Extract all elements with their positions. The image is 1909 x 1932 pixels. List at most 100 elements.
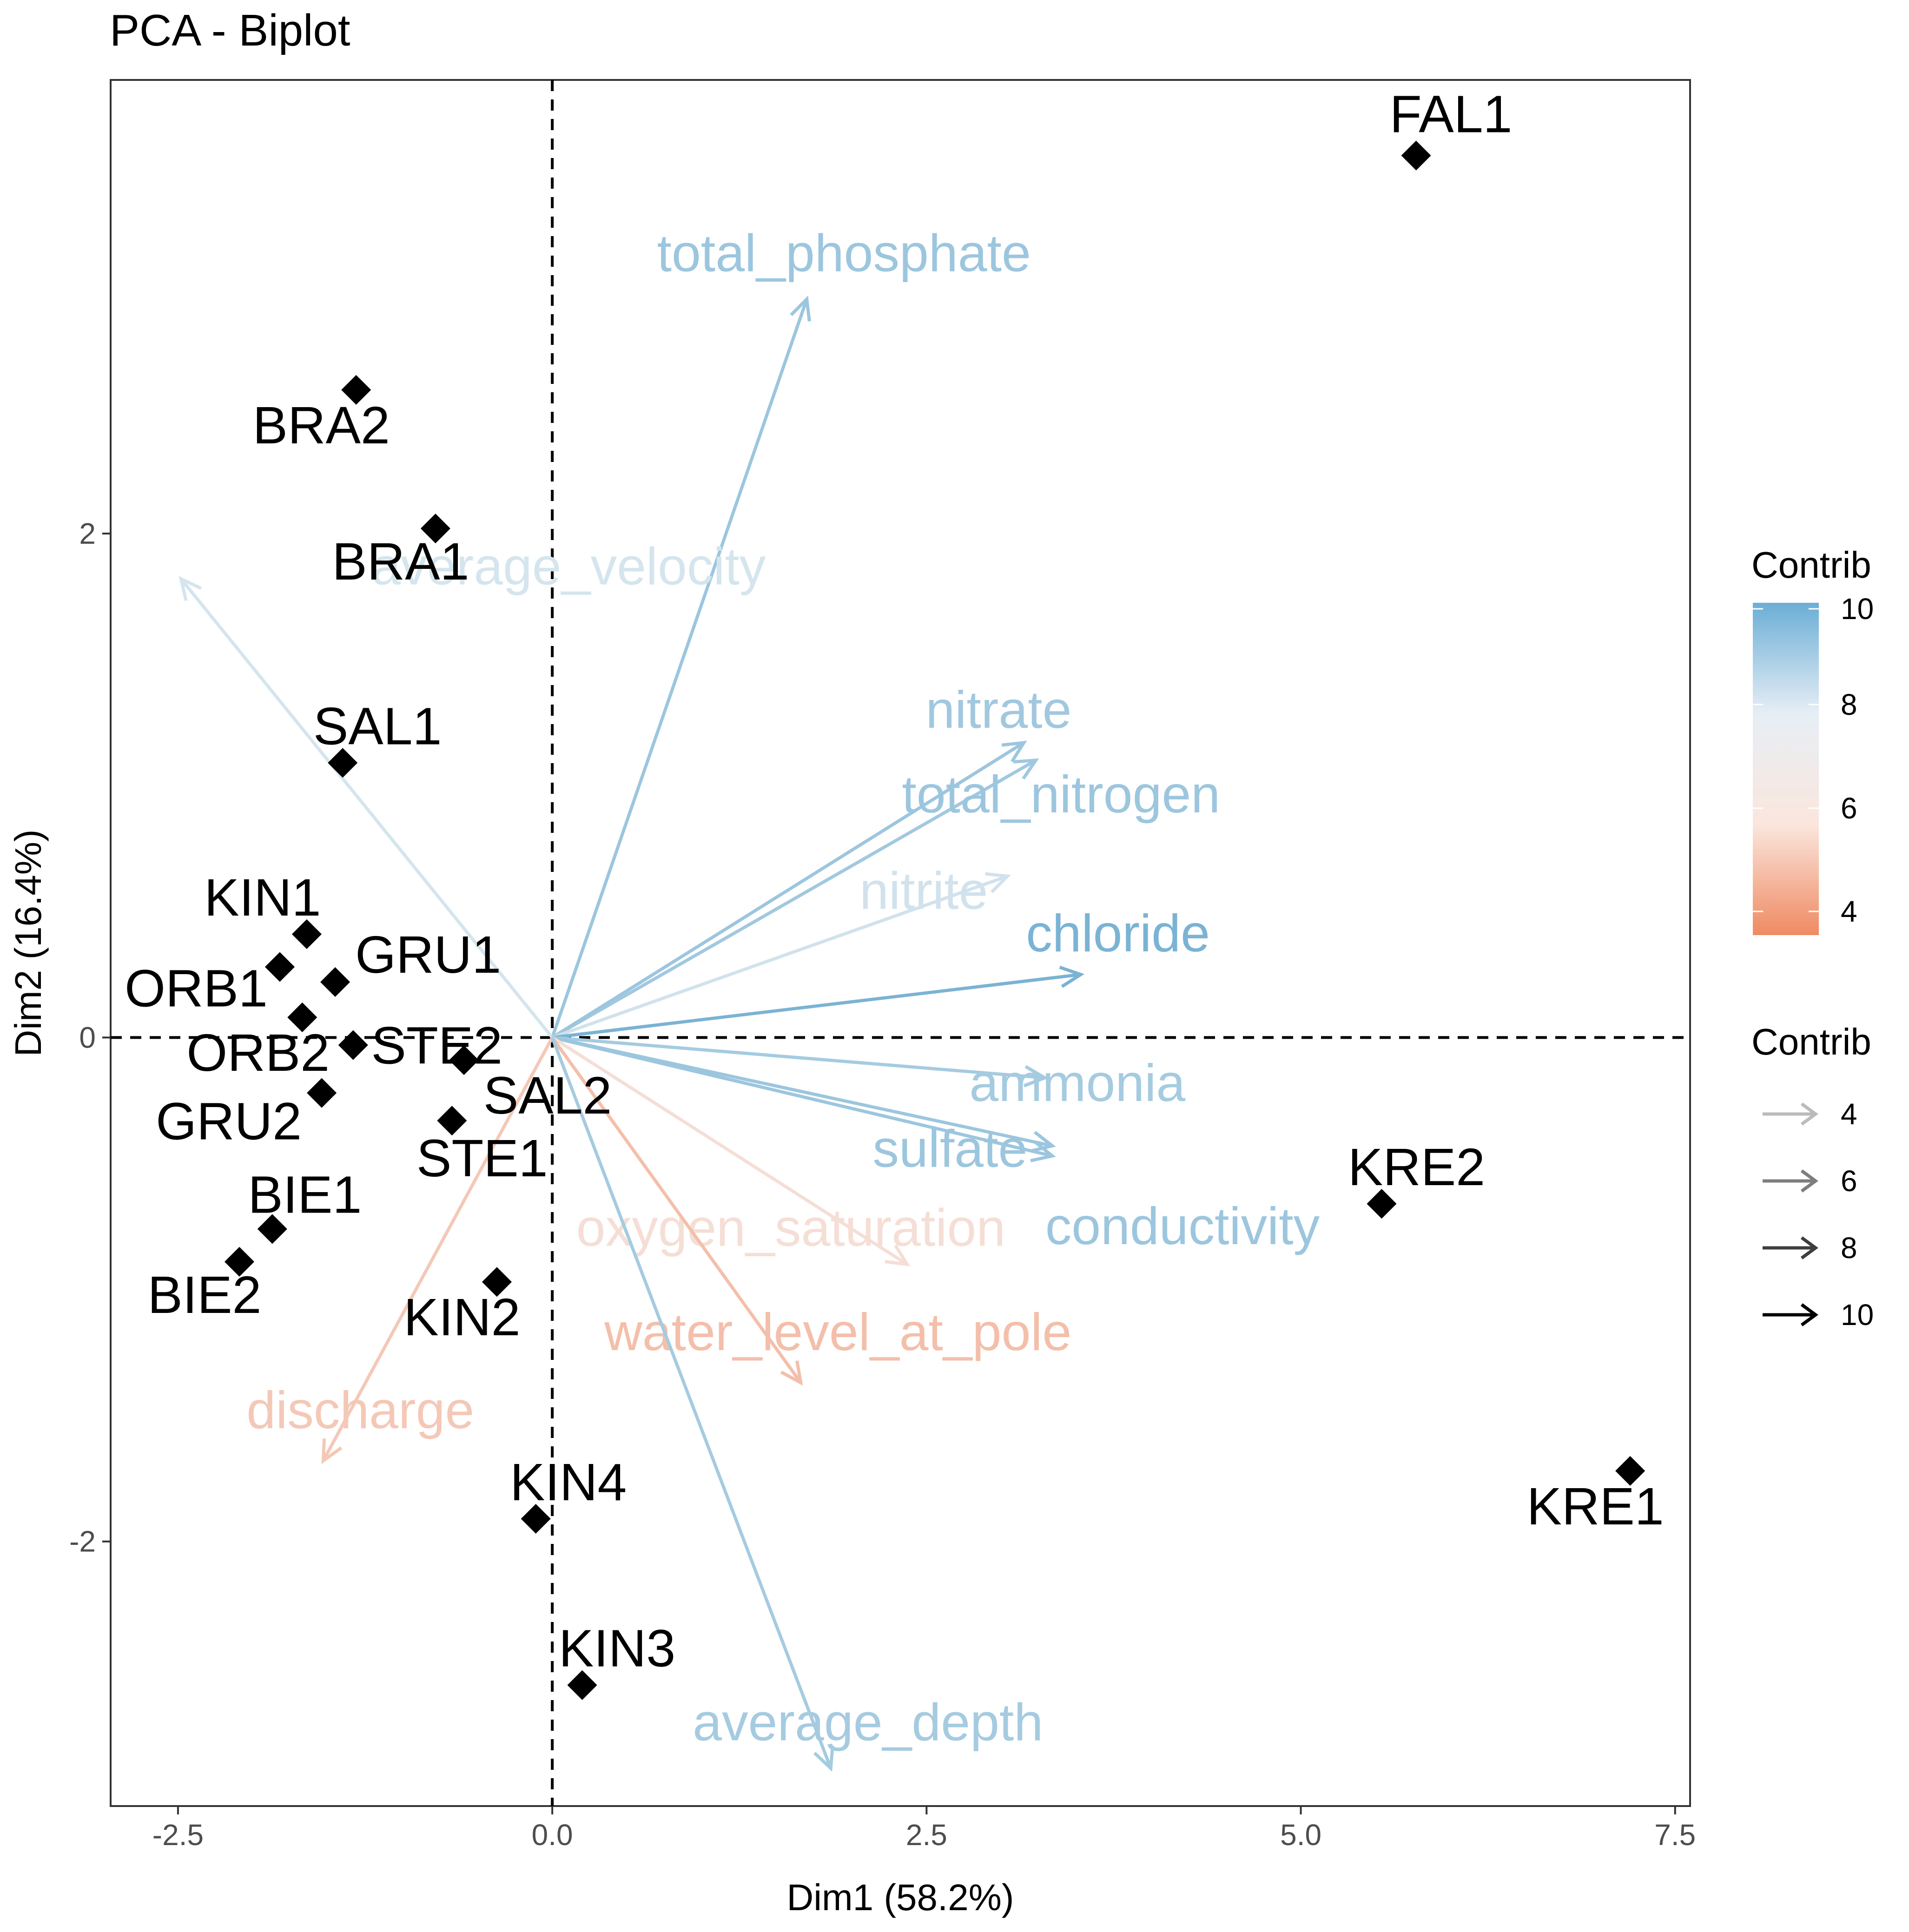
individual-bra2: BRA2: [253, 375, 390, 455]
arrow-head: [178, 576, 202, 601]
diamond-marker: [482, 1267, 512, 1297]
variable-arrow-total-phosphate: total_phosphate: [550, 224, 1031, 1038]
individual-bra1: BRA1: [332, 514, 469, 591]
point-label: BRA1: [332, 532, 469, 591]
point-label: SAL2: [483, 1066, 612, 1125]
individual-gru2: GRU2: [156, 1078, 337, 1151]
variable-arrow-nitrite: nitrite: [551, 861, 1011, 1039]
diamond-marker: [307, 1078, 337, 1108]
diamond-marker: [291, 919, 322, 950]
alpha-legend-title: Contrib: [1751, 1021, 1871, 1062]
x-tick-label: 5.0: [1280, 1818, 1321, 1852]
diamond-marker: [1401, 140, 1431, 171]
arrow-head: [985, 872, 1011, 893]
color-legend-label: 8: [1841, 688, 1857, 721]
arrow-shaft: [551, 1036, 908, 1266]
arrow-head: [321, 1438, 343, 1464]
diamond-marker: [328, 748, 358, 778]
point-label: BIE1: [248, 1165, 362, 1224]
individual-fal1: FAL1: [1390, 85, 1513, 171]
variable-arrows: total_phosphate average_velocity nitrate to…: [178, 224, 1320, 1772]
arrow-shaft: [322, 1036, 554, 1462]
individual-orb2: ORB2: [186, 1002, 330, 1082]
variable-arrow-average-depth: average_depth: [550, 1037, 1043, 1772]
point-label: FAL1: [1390, 85, 1513, 144]
arrow-shaft: [552, 1035, 1053, 1147]
arrow-head: [1013, 758, 1039, 780]
arrow-shaft: [552, 1035, 1053, 1158]
variable-arrow-average-velocity: average_velocity: [178, 537, 766, 1039]
diamond-marker: [287, 1002, 317, 1032]
legend-arrow-head: [1800, 1236, 1818, 1259]
chart-title: PCA - Biplot: [110, 6, 350, 55]
point-label: BIE2: [148, 1266, 262, 1324]
individual-gru1: GRU1: [320, 925, 501, 997]
legend-arrow-head: [1800, 1303, 1818, 1326]
variable-arrow-discharge: discharge: [246, 1036, 554, 1464]
variable-arrow-oxygen-saturation: oxygen_saturation: [551, 1036, 1005, 1266]
individual-points: FAL1 BRA2 BRA1 SAL1 KIN1 ORB1 GRU1 ORB2 STE2SAL2…: [125, 85, 1664, 1700]
point-label: KIN1: [204, 868, 321, 927]
variable-label: sulfate: [872, 1119, 1027, 1178]
diamond-marker: [1367, 1189, 1397, 1219]
diamond-marker: [521, 1503, 551, 1534]
variable-label: total_phosphate: [657, 224, 1031, 283]
variable-arrow-sulfate: sulfate: [552, 1035, 1056, 1178]
point-label: KIN2: [403, 1288, 520, 1346]
y-axis-title: Dim2 (16.4%): [7, 829, 49, 1056]
diamond-marker: [437, 1106, 467, 1136]
point-label: STE2: [371, 1016, 502, 1075]
y-tick-label: 2: [79, 517, 96, 550]
arrow-shaft: [551, 758, 1037, 1039]
point-label: BRA2: [253, 396, 390, 455]
x-axis: -2.5 0.0 2.5 5.0 7.5: [152, 1806, 1696, 1852]
point-label: KRE1: [1527, 1477, 1664, 1536]
point-label: KRE2: [1348, 1138, 1485, 1196]
arrow-shaft: [551, 1036, 802, 1384]
diamond-marker: [264, 952, 295, 982]
alpha-legend-label: 4: [1841, 1097, 1857, 1131]
alpha-legend: Contrib 4 6 8 10: [1751, 1021, 1874, 1332]
variable-arrow-chloride: chloride: [552, 904, 1210, 1039]
individual-bie2: BIE2: [148, 1246, 262, 1324]
x-tick-label: 2.5: [906, 1818, 947, 1852]
variable-arrow-total-nitrogen: total_nitrogen: [551, 740, 1220, 1039]
alpha-legend-key: [1763, 1303, 1818, 1326]
variable-label: nitrite: [859, 861, 988, 920]
alpha-legend-key: [1763, 1169, 1818, 1193]
x-axis-title: Dim1 (58.2%): [786, 1877, 1014, 1918]
arrow-head: [813, 1746, 834, 1772]
individual-kre1: KRE1: [1527, 1456, 1664, 1536]
alpha-legend-label: 6: [1841, 1164, 1857, 1198]
diamond-marker: [338, 1030, 368, 1060]
individual-bie1: BIE1: [248, 1165, 362, 1244]
point-label: GRU1: [355, 925, 501, 984]
arrow-head: [1059, 965, 1085, 988]
arrow-shaft: [550, 1037, 832, 1769]
point-label: KIN3: [559, 1619, 675, 1678]
color-legend-label: 6: [1841, 791, 1857, 825]
alpha-legend-label: 10: [1841, 1298, 1874, 1332]
diamond-marker: [257, 1214, 287, 1244]
individual-kin3: KIN3: [559, 1619, 675, 1700]
y-axis: -2 0 2: [69, 517, 111, 1558]
arrow-head: [885, 1244, 911, 1266]
arrow-shaft: [179, 578, 554, 1039]
arrow-head: [1030, 1141, 1056, 1162]
point-label: STE1: [416, 1129, 548, 1187]
variable-arrow-ammonia: ammonia: [552, 1035, 1185, 1112]
variable-label: water_level_at_pole: [604, 1303, 1071, 1361]
variable-label: average_depth: [693, 1693, 1043, 1752]
legend-arrow-head: [1800, 1169, 1818, 1193]
variable-arrow-conductivity: conductivity: [552, 1035, 1320, 1255]
reference-lines: [111, 80, 1690, 1806]
color-legend: Contrib 10 8 6 4: [1751, 544, 1874, 935]
alpha-legend-label: 8: [1841, 1231, 1857, 1265]
variable-label: nitrate: [925, 680, 1071, 739]
color-bar: [1753, 603, 1819, 935]
point-label: SAL1: [313, 697, 442, 755]
diamond-marker: [341, 375, 371, 405]
arrow-shaft: [550, 298, 809, 1038]
arrow-head: [790, 296, 811, 322]
